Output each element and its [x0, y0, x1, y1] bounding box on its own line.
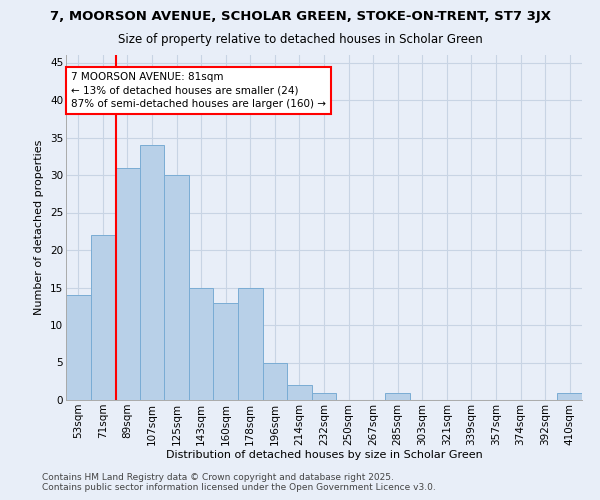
Text: Size of property relative to detached houses in Scholar Green: Size of property relative to detached ho… — [118, 32, 482, 46]
Bar — [238, 288, 263, 400]
Bar — [214, 302, 238, 400]
Bar — [263, 362, 287, 400]
Text: 7 MOORSON AVENUE: 81sqm
← 13% of detached houses are smaller (24)
87% of semi-de: 7 MOORSON AVENUE: 81sqm ← 13% of detache… — [71, 72, 326, 108]
Bar — [189, 288, 214, 400]
Bar — [312, 392, 336, 400]
Bar — [385, 392, 410, 400]
Bar — [557, 392, 582, 400]
Text: Contains HM Land Registry data © Crown copyright and database right 2025.
Contai: Contains HM Land Registry data © Crown c… — [42, 473, 436, 492]
Bar — [164, 175, 189, 400]
Bar — [91, 235, 115, 400]
Y-axis label: Number of detached properties: Number of detached properties — [34, 140, 44, 315]
Bar — [66, 295, 91, 400]
X-axis label: Distribution of detached houses by size in Scholar Green: Distribution of detached houses by size … — [166, 450, 482, 460]
Text: 7, MOORSON AVENUE, SCHOLAR GREEN, STOKE-ON-TRENT, ST7 3JX: 7, MOORSON AVENUE, SCHOLAR GREEN, STOKE-… — [49, 10, 551, 23]
Bar — [287, 385, 312, 400]
Bar — [140, 145, 164, 400]
Bar — [115, 168, 140, 400]
